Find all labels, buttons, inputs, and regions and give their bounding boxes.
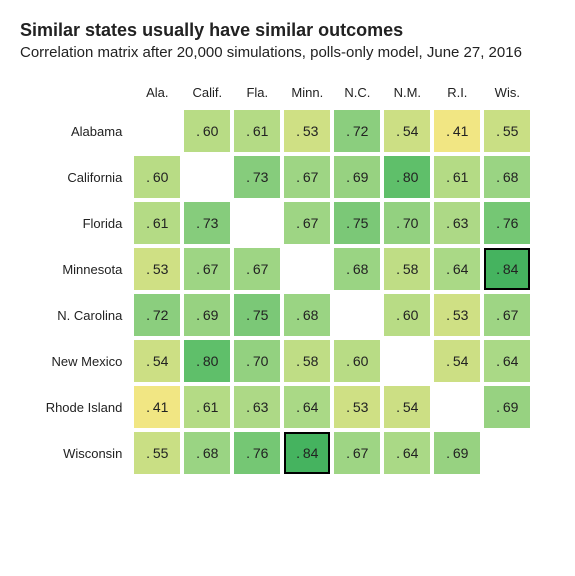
matrix-cell: . 53 xyxy=(434,294,480,336)
matrix-cell: . 60 xyxy=(134,156,180,198)
matrix-cell: . 64 xyxy=(284,386,330,428)
matrix-cell: . 63 xyxy=(434,202,480,244)
matrix-cell xyxy=(234,202,280,244)
matrix-cell xyxy=(434,386,480,428)
matrix-cell: . 70 xyxy=(234,340,280,382)
matrix-cell: . 72 xyxy=(334,110,380,152)
matrix-cell: . 84 xyxy=(284,432,330,474)
matrix-cell: . 69 xyxy=(334,156,380,198)
matrix-cell: . 67 xyxy=(234,248,280,290)
matrix-cell: . 68 xyxy=(184,432,230,474)
matrix-cell: . 64 xyxy=(384,432,430,474)
matrix-cell: . 68 xyxy=(484,156,530,198)
matrix-cell: . 67 xyxy=(284,156,330,198)
matrix-cell: . 54 xyxy=(134,340,180,382)
col-header: Calif. xyxy=(184,85,230,106)
matrix-cell: . 53 xyxy=(334,386,380,428)
matrix-cell: . 61 xyxy=(434,156,480,198)
table-row: Florida. 61. 73 . 67. 75. 70. 63. 76 xyxy=(45,202,531,244)
row-header: Florida xyxy=(45,202,131,244)
matrix-cell: . 55 xyxy=(134,432,180,474)
matrix-cell: . 54 xyxy=(384,110,430,152)
col-header: N.C. xyxy=(334,85,380,106)
matrix-cell: . 68 xyxy=(284,294,330,336)
matrix-cell: . 70 xyxy=(384,202,430,244)
matrix-cell: . 69 xyxy=(434,432,480,474)
matrix-cell: . 41 xyxy=(134,386,180,428)
matrix-cell xyxy=(284,248,330,290)
matrix-cell: . 54 xyxy=(384,386,430,428)
matrix-cell: . 67 xyxy=(484,294,530,336)
col-header: Minn. xyxy=(284,85,330,106)
matrix-cell xyxy=(334,294,380,336)
matrix-cell: . 64 xyxy=(484,340,530,382)
matrix-cell: . 61 xyxy=(134,202,180,244)
table-row: Rhode Island. 41. 61. 63. 64. 53. 54 . 69 xyxy=(45,386,531,428)
matrix-cell: . 53 xyxy=(284,110,330,152)
matrix-cell: . 69 xyxy=(484,386,530,428)
matrix-cell: . 63 xyxy=(234,386,280,428)
row-header: N. Carolina xyxy=(45,294,131,336)
chart-subtitle: Correlation matrix after 20,000 simulati… xyxy=(20,43,555,63)
matrix-cell xyxy=(184,156,230,198)
matrix-cell: . 53 xyxy=(134,248,180,290)
matrix-cell xyxy=(484,432,530,474)
matrix-cell: . 80 xyxy=(384,156,430,198)
matrix-cell: . 64 xyxy=(434,248,480,290)
matrix-cell: . 73 xyxy=(184,202,230,244)
matrix-cell: . 58 xyxy=(384,248,430,290)
row-header: Alabama xyxy=(45,110,131,152)
table-row: Minnesota. 53. 67. 67. 68. 58. 64. 84 xyxy=(45,248,531,290)
matrix-cell: . 76 xyxy=(484,202,530,244)
row-header: California xyxy=(45,156,131,198)
matrix-cell: . 67 xyxy=(184,248,230,290)
matrix-cell: . 67 xyxy=(334,432,380,474)
matrix-cell: . 55 xyxy=(484,110,530,152)
col-header: Ala. xyxy=(134,85,180,106)
matrix-cell: . 75 xyxy=(234,294,280,336)
matrix-cell: . 60 xyxy=(384,294,430,336)
matrix-cell: . 68 xyxy=(334,248,380,290)
row-header: Wisconsin xyxy=(45,432,131,474)
matrix-cell: . 69 xyxy=(184,294,230,336)
chart-title: Similar states usually have similar outc… xyxy=(20,20,555,41)
matrix-cell: . 60 xyxy=(334,340,380,382)
table-row: Alabama . 60. 61. 53. 72. 54. 41. 55 xyxy=(45,110,531,152)
matrix-cell: . 67 xyxy=(284,202,330,244)
matrix-cell: . 60 xyxy=(184,110,230,152)
matrix-cell: . 61 xyxy=(234,110,280,152)
row-header: New Mexico xyxy=(45,340,131,382)
table-row: N. Carolina. 72. 69. 75. 68 . 60. 53. 67 xyxy=(45,294,531,336)
row-header: Rhode Island xyxy=(45,386,131,428)
matrix-cell: . 84 xyxy=(484,248,530,290)
matrix-cell: . 72 xyxy=(134,294,180,336)
matrix-cell: . 58 xyxy=(284,340,330,382)
table-row: Wisconsin. 55. 68. 76. 84. 67. 64. 69 xyxy=(45,432,531,474)
correlation-matrix: Ala.Calif.Fla.Minn.N.C.N.M.R.I.Wis. Alab… xyxy=(41,81,535,478)
matrix-cell: . 73 xyxy=(234,156,280,198)
matrix-cell: . 75 xyxy=(334,202,380,244)
col-header: R.I. xyxy=(434,85,480,106)
table-row: California. 60 . 73. 67. 69. 80. 61. 68 xyxy=(45,156,531,198)
col-header: N.M. xyxy=(384,85,430,106)
matrix-cell xyxy=(134,110,180,152)
matrix-cell: . 41 xyxy=(434,110,480,152)
matrix-cell: . 61 xyxy=(184,386,230,428)
matrix-cell: . 54 xyxy=(434,340,480,382)
col-header: Fla. xyxy=(234,85,280,106)
matrix-cell xyxy=(384,340,430,382)
matrix-cell: . 76 xyxy=(234,432,280,474)
row-header: Minnesota xyxy=(45,248,131,290)
table-row: New Mexico. 54. 80. 70. 58. 60. 54. 64 xyxy=(45,340,531,382)
matrix-cell: . 80 xyxy=(184,340,230,382)
col-header: Wis. xyxy=(484,85,530,106)
